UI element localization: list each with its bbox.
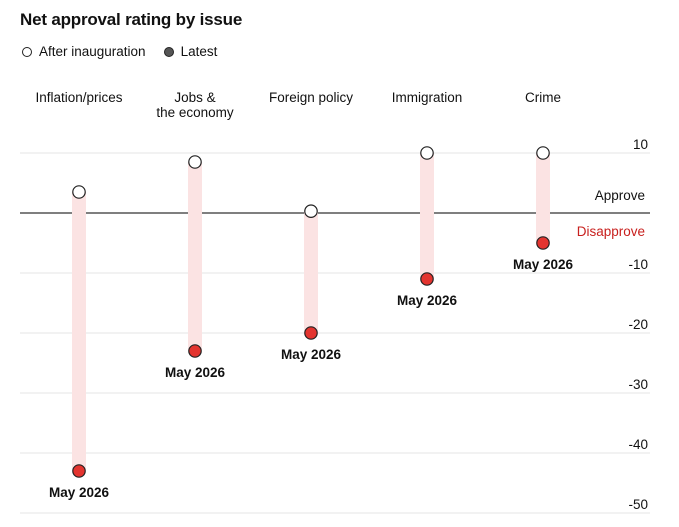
- point-after-inauguration: [72, 185, 86, 199]
- point-latest: [188, 344, 202, 358]
- range-bar: [72, 192, 86, 471]
- point-latest: [536, 236, 550, 250]
- legend-item-latest: Latest: [163, 44, 218, 59]
- legend-label-after-inauguration: After inauguration: [39, 44, 146, 59]
- point-label-latest: May 2026: [49, 485, 110, 500]
- legend-label-latest: Latest: [180, 44, 218, 59]
- category-label: Foreign policy: [269, 90, 353, 105]
- point-label-latest: May 2026: [397, 293, 458, 308]
- chart-title: Net approval rating by issue: [20, 10, 243, 29]
- point-latest: [420, 272, 434, 286]
- point-after-inauguration: [188, 155, 202, 169]
- disapprove-label: Disapprove: [577, 224, 645, 239]
- approve-label: Approve: [595, 188, 645, 203]
- point-after-inauguration: [304, 204, 318, 218]
- point-label-latest: May 2026: [513, 257, 574, 272]
- y-tick-label: -30: [628, 377, 648, 392]
- point-after-inauguration: [420, 146, 434, 160]
- range-bar: [188, 162, 202, 351]
- point-label-latest: May 2026: [281, 347, 342, 362]
- point-after-inauguration: [536, 146, 550, 160]
- range-bar: [420, 153, 434, 279]
- category-label: Inflation/prices: [35, 90, 122, 105]
- point-latest: [72, 464, 86, 478]
- y-tick-label: -20: [628, 317, 648, 332]
- range-bar: [304, 211, 318, 333]
- point-latest: [304, 326, 318, 340]
- y-tick-label: 10: [633, 137, 648, 152]
- legend: After inauguration Latest: [22, 44, 235, 59]
- legend-item-after-inauguration: After inauguration: [22, 44, 146, 59]
- point-label-latest: May 2026: [165, 365, 226, 380]
- y-tick-label: -10: [628, 257, 648, 272]
- category-label: Jobs & the economy: [156, 90, 234, 120]
- category-label: Immigration: [392, 90, 463, 105]
- open-circle-icon: [22, 46, 32, 57]
- y-tick-label: -40: [628, 437, 648, 452]
- category-label: Crime: [525, 90, 561, 105]
- filled-circle-icon: [163, 46, 174, 57]
- y-tick-label: -50: [628, 497, 648, 512]
- range-bar: [536, 153, 550, 243]
